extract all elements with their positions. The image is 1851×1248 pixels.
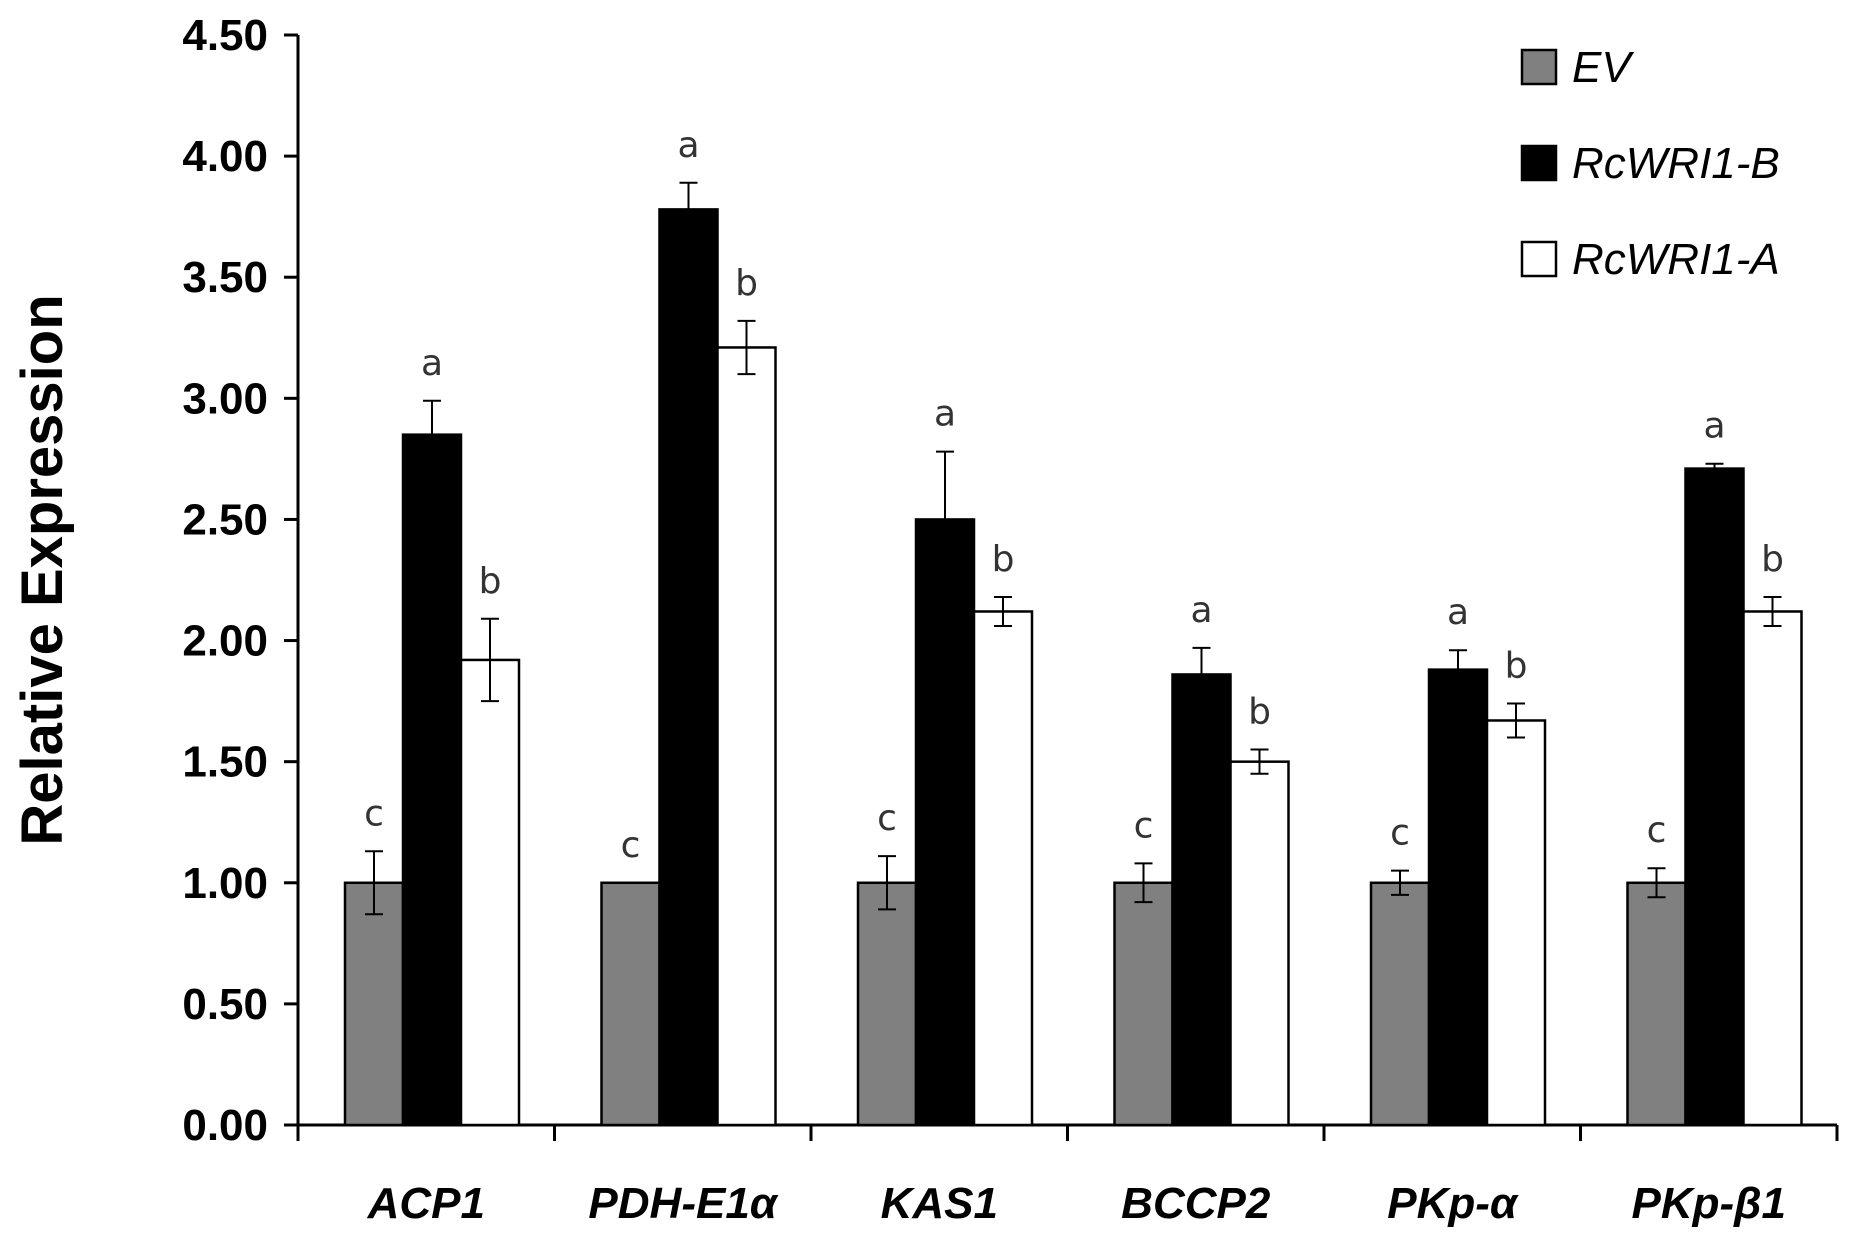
bar-ev <box>343 881 405 1127</box>
significance-label: a <box>1190 590 1212 631</box>
bar-ev <box>1626 881 1687 1127</box>
y-axis: 0.00 0.50 1.00 1.50 2.00 2.50 3.00 3.50 4.00 4.50 <box>182 11 300 1150</box>
bar-rcwri1-b <box>401 433 463 1127</box>
significance-label: a <box>421 343 443 384</box>
significance-label: a <box>934 394 956 435</box>
x-axis: ACP1 PDH-E1α KAS1 BCCP2 PKp-α PKp-β1 <box>296 1123 1839 1228</box>
bar-rcwri1-a <box>716 346 777 1127</box>
bar-rcwri1-a <box>1742 610 1803 1127</box>
significance-label: c <box>1647 810 1667 851</box>
significance-label: c <box>1134 805 1154 846</box>
x-category-label: ACP1 <box>367 1179 485 1228</box>
legend-label: EV <box>1572 43 1634 92</box>
legend-swatch-rcwri1-a <box>1520 240 1558 278</box>
significance-label: b <box>1248 692 1271 733</box>
bar-ev <box>1113 881 1174 1127</box>
x-category-label: PKp-α <box>1387 1179 1519 1228</box>
y-tick-label: 3.50 <box>182 253 268 302</box>
legend-swatch-rcwri1-b <box>1520 144 1558 182</box>
y-tick-label: 0.50 <box>182 980 268 1029</box>
y-tick-label: 4.50 <box>182 11 268 60</box>
bar-rcwri1-a <box>972 610 1034 1127</box>
y-tick-label: 2.50 <box>182 495 268 544</box>
significance-label: c <box>364 793 384 834</box>
significance-label: b <box>992 539 1015 580</box>
x-category-label: PDH-E1α <box>588 1179 778 1228</box>
x-category-label: KAS1 <box>881 1179 998 1228</box>
legend-label: RcWRI1-A <box>1572 235 1780 284</box>
y-tick-label: 0.00 <box>182 1101 268 1150</box>
significance-label: b <box>1761 539 1784 580</box>
significance-label: c <box>621 825 641 866</box>
significance-label: b <box>1505 646 1528 687</box>
legend-label: RcWRI1-B <box>1572 139 1780 188</box>
significance-label: a <box>1703 406 1725 447</box>
bar-ev <box>600 881 661 1127</box>
bar-rcwri1-a <box>1485 719 1547 1127</box>
bar-ev <box>856 881 918 1127</box>
significance-label: a <box>677 125 699 166</box>
bar-rcwri1-b <box>658 208 719 1127</box>
significance-label: b <box>479 561 502 602</box>
y-axis-label: Relative Expression <box>10 294 75 845</box>
y-tick-label: 4.00 <box>182 132 268 181</box>
bar-rcwri1-a <box>459 658 521 1127</box>
x-category-label: PKp-β1 <box>1632 1179 1786 1228</box>
bar-ev <box>1369 881 1431 1127</box>
significance-label: c <box>877 798 897 839</box>
x-category-label: BCCP2 <box>1121 1179 1271 1228</box>
legend-swatch-ev <box>1520 48 1558 86</box>
legend: EV RcWRI1-B RcWRI1-A <box>1520 43 1780 284</box>
bar-rcwri1-b <box>1684 467 1745 1127</box>
bar-rcwri1-b <box>1427 668 1489 1127</box>
bar-rcwri1-b <box>1171 673 1232 1127</box>
y-tick-label: 2.00 <box>182 617 268 666</box>
y-tick-label: 1.00 <box>182 859 268 908</box>
bar-rcwri1-b <box>914 518 976 1127</box>
significance-label: b <box>735 263 758 304</box>
significance-label: c <box>1390 813 1410 854</box>
y-tick-label: 3.00 <box>182 374 268 423</box>
y-axis-label-group: Relative Expression <box>10 294 75 845</box>
bar-rcwri1-a <box>1229 760 1290 1127</box>
y-tick-label: 1.50 <box>182 738 268 787</box>
significance-label: a <box>1447 592 1469 633</box>
